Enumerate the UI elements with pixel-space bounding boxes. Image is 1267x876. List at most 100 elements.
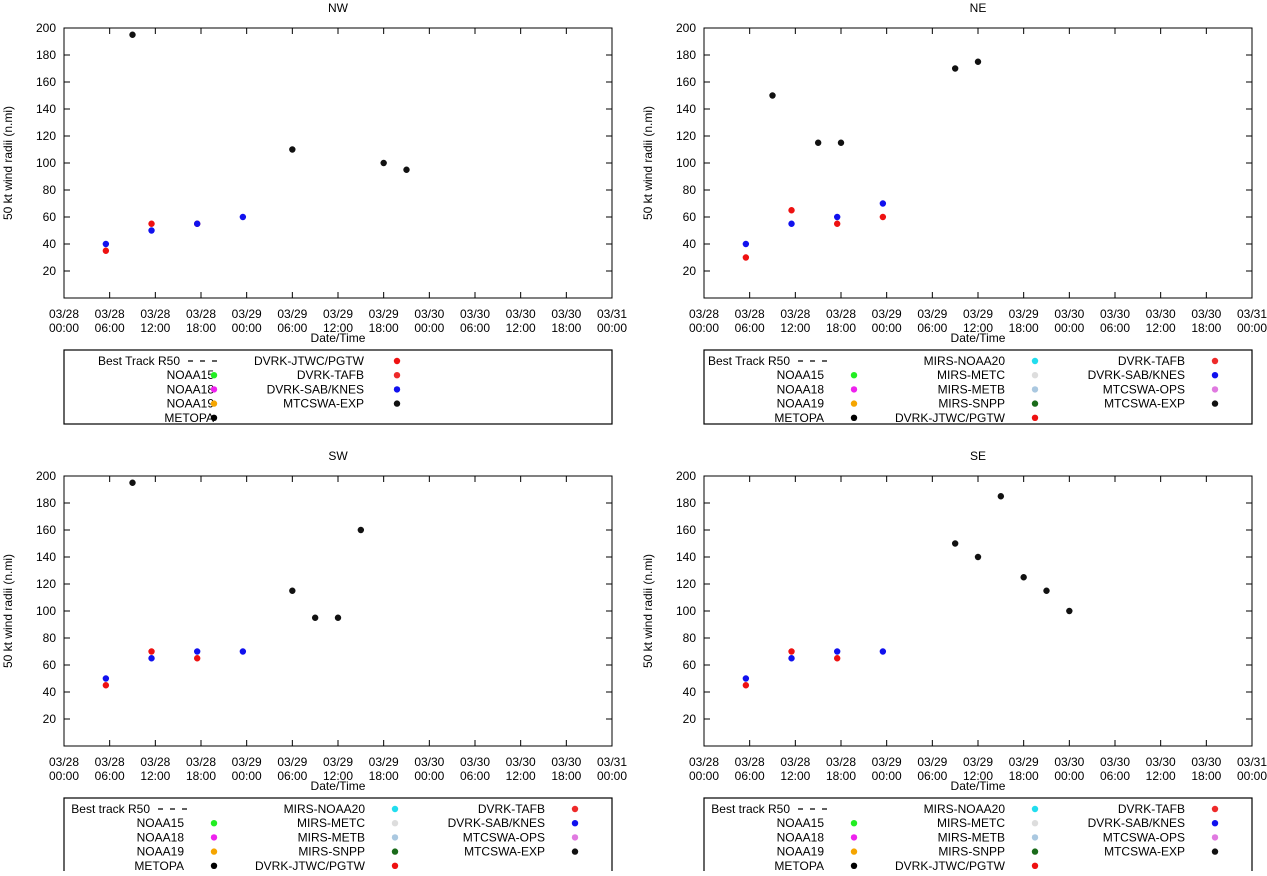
legend-marker [210, 400, 218, 407]
x-tick-label-date: 03/28 [689, 755, 719, 769]
x-tick-label-time: 18:00 [1191, 321, 1221, 335]
y-tick-label: 180 [676, 48, 696, 62]
x-tick-label-time: 06:00 [1100, 321, 1130, 335]
x-tick-label-date: 03/30 [414, 307, 444, 321]
legend-marker [571, 805, 579, 813]
legend-label: NOAA15 [777, 816, 825, 830]
y-tick-label: 20 [43, 264, 57, 278]
legend-label: NOAA15 [137, 816, 185, 830]
plot-frame [63, 27, 613, 299]
x-axis-label: Date/Time [951, 779, 1006, 793]
data-point [289, 146, 296, 153]
x-tick-label-time: 12:00 [780, 769, 810, 783]
x-tick-label-time: 12:00 [1146, 769, 1176, 783]
legend-label: DVRK-TAFB [1118, 802, 1185, 816]
y-axis-label: 50 kt wind radii (n.mi) [641, 554, 655, 668]
x-tick-label-date: 03/29 [963, 307, 993, 321]
data-point [788, 220, 795, 227]
data-point [742, 675, 750, 682]
x-tick-label-time: 12:00 [140, 321, 170, 335]
legend-marker [391, 862, 399, 869]
y-tick-label: 100 [676, 156, 696, 170]
x-tick-label-time: 18:00 [551, 321, 581, 335]
y-tick-label: 180 [36, 496, 56, 510]
panel-title: SE [970, 449, 986, 463]
data-point [769, 92, 776, 99]
y-tick-label: 160 [676, 523, 696, 537]
legend-marker [1031, 414, 1039, 421]
legend-label: MIRS-SNPP [938, 845, 1005, 859]
legend-marker [1211, 372, 1219, 379]
data-point [788, 207, 795, 214]
x-tick-label-time: 12:00 [506, 769, 536, 783]
x-tick-label-time: 18:00 [186, 769, 216, 783]
x-tick-label-date: 03/30 [551, 755, 581, 769]
x-tick-label-date: 03/30 [460, 307, 490, 321]
y-tick-label: 100 [676, 604, 696, 618]
legend-marker [850, 414, 858, 421]
data-point [837, 139, 845, 146]
x-tick-label-date: 03/28 [735, 307, 765, 321]
data-point [879, 200, 887, 207]
data-point [193, 655, 201, 662]
y-tick-label: 60 [683, 658, 697, 672]
x-tick-label-date: 03/29 [232, 755, 262, 769]
x-tick-label-date: 03/28 [49, 755, 79, 769]
x-tick-label-date: 03/30 [1191, 307, 1221, 321]
legend-marker [1031, 862, 1039, 869]
legend-marker [1031, 372, 1039, 379]
x-tick-label-date: 03/29 [323, 755, 353, 769]
legend-marker [1211, 848, 1219, 855]
y-tick-label: 40 [43, 685, 57, 699]
x-tick-label-date: 03/29 [917, 307, 947, 321]
panel-title: SW [328, 449, 348, 463]
x-tick-label-time: 00:00 [1054, 321, 1084, 335]
x-tick-label-time: 00:00 [597, 321, 627, 335]
x-tick-label-time: 18:00 [1009, 321, 1039, 335]
legend-label: NOAA18 [777, 830, 825, 844]
y-tick-label: 140 [36, 550, 56, 564]
x-tick-label-date: 03/30 [1191, 755, 1221, 769]
data-point [148, 220, 155, 227]
y-tick-label: 60 [683, 210, 697, 224]
y-tick-label: 60 [43, 658, 57, 672]
legend-label: DVRK-SAB/KNES [448, 816, 545, 830]
legend-marker [1211, 400, 1219, 407]
x-tick-label-date: 03/28 [95, 755, 125, 769]
x-tick-label-date: 03/29 [963, 755, 993, 769]
y-tick-label: 80 [43, 183, 57, 197]
x-tick-label-date: 03/29 [1009, 307, 1039, 321]
x-tick-label-time: 06:00 [460, 769, 490, 783]
y-tick-label: 140 [36, 102, 56, 116]
y-tick-label: 120 [36, 129, 56, 143]
y-tick-label: 20 [683, 264, 697, 278]
x-tick-label-date: 03/29 [323, 307, 353, 321]
x-tick-label-date: 03/28 [826, 307, 856, 321]
data-point [380, 159, 387, 167]
x-tick-label-date: 03/28 [780, 307, 810, 321]
y-tick-label: 200 [676, 469, 696, 483]
legend-marker [850, 372, 858, 379]
x-tick-label-time: 06:00 [277, 769, 307, 783]
x-tick-label-time: 18:00 [369, 321, 399, 335]
x-tick-label-date: 03/31 [1237, 307, 1267, 321]
legend-marker [571, 820, 579, 827]
y-tick-label: 20 [43, 712, 57, 726]
legend-label: NOAA18 [777, 382, 825, 396]
x-tick-label-time: 18:00 [186, 321, 216, 335]
x-tick-label-time: 12:00 [323, 769, 353, 783]
data-point [148, 648, 155, 655]
x-tick-label-date: 03/28 [826, 755, 856, 769]
legend-label: MTCSWA-OPS [463, 830, 545, 844]
legend-label: MTCSWA-EXP [464, 845, 545, 859]
legend-box [63, 349, 613, 425]
x-tick-label-time: 00:00 [232, 769, 262, 783]
legend-label: Best Track R50 [98, 354, 180, 368]
legend-marker [210, 862, 218, 869]
data-point [239, 648, 247, 655]
legend-marker [393, 357, 401, 365]
x-tick-label-time: 00:00 [689, 769, 719, 783]
legend-marker [1211, 357, 1219, 365]
legend-label: NOAA19 [167, 397, 215, 411]
